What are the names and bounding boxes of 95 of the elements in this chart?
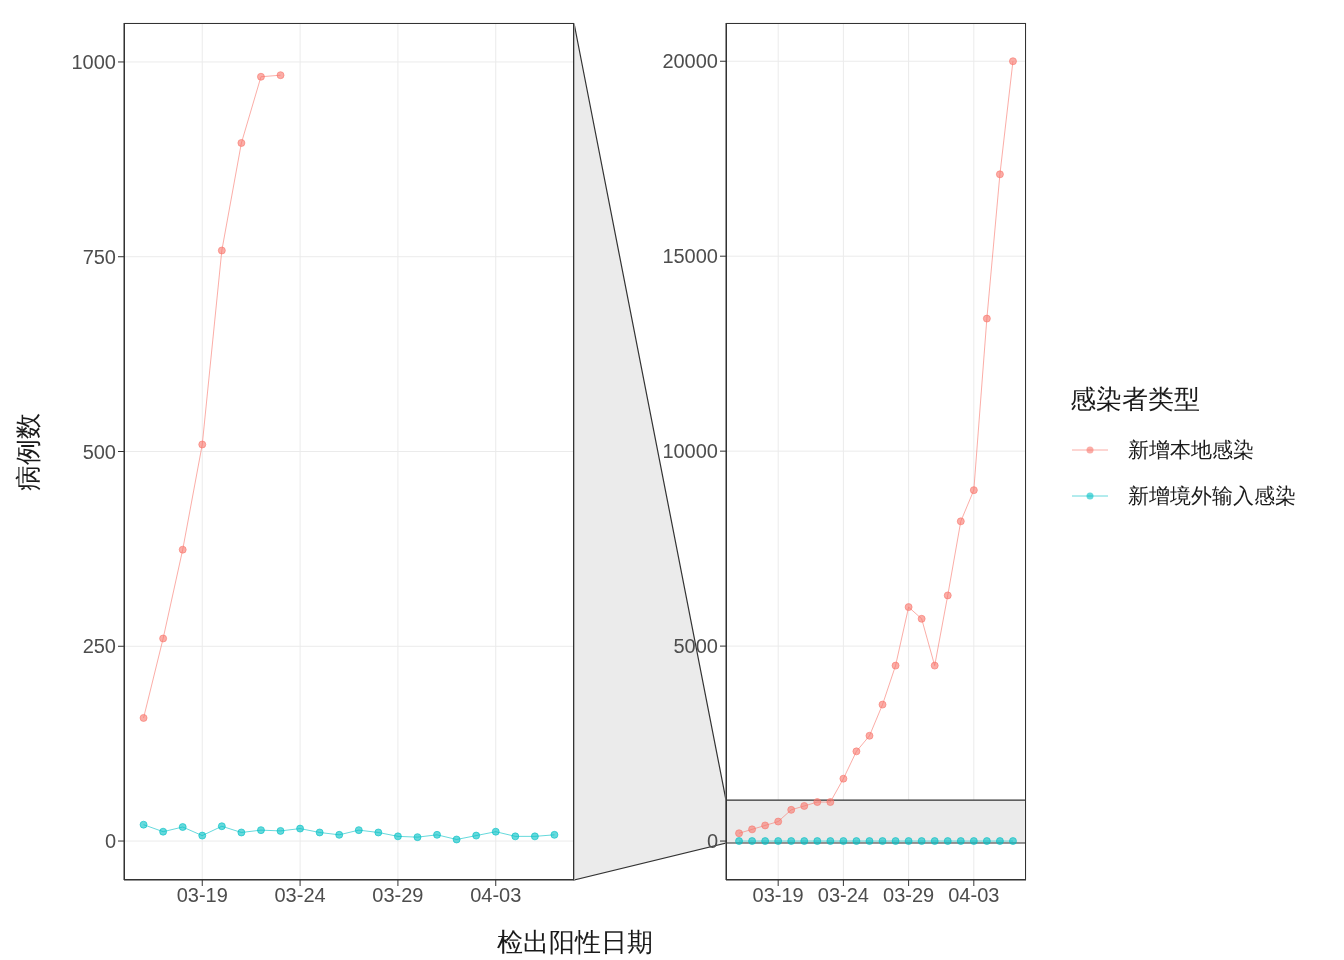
point <box>178 823 187 832</box>
point <box>735 829 744 838</box>
point <box>735 837 744 846</box>
point <box>865 731 874 740</box>
point <box>800 837 809 846</box>
point <box>982 837 991 846</box>
point <box>943 837 952 846</box>
point <box>296 824 305 833</box>
point <box>452 835 461 844</box>
point <box>433 830 442 839</box>
point <box>917 837 926 846</box>
point <box>774 837 783 846</box>
point <box>943 591 952 600</box>
point <box>969 486 978 495</box>
point <box>748 837 757 846</box>
point <box>393 832 402 841</box>
point <box>472 831 481 840</box>
x-tick-label: 04-03 <box>470 884 522 907</box>
point <box>139 820 148 829</box>
legend-label: 新增境外输入感染 <box>1128 482 1296 509</box>
point <box>237 828 246 837</box>
point <box>237 138 246 147</box>
point <box>761 821 770 830</box>
y-tick-label: 250 <box>82 635 116 658</box>
point <box>826 837 835 846</box>
point <box>335 830 344 839</box>
y-tick-label: 20000 <box>662 50 718 73</box>
point <box>852 747 861 756</box>
point <box>813 798 822 807</box>
point <box>530 832 539 841</box>
point <box>878 700 887 709</box>
point <box>891 661 900 670</box>
y-axis-title: 病例数 <box>11 412 44 491</box>
point <box>891 837 900 846</box>
point <box>198 831 207 840</box>
x-tick-label: 03-24 <box>274 884 326 907</box>
point <box>217 822 226 831</box>
y-tick-label: 15000 <box>662 245 718 268</box>
point <box>256 826 265 835</box>
point <box>839 774 848 783</box>
point <box>956 517 965 526</box>
y-tick-label: 1000 <box>71 51 116 74</box>
point <box>1008 57 1017 66</box>
point <box>774 817 783 826</box>
point <box>865 837 874 846</box>
point <box>826 798 835 807</box>
point <box>839 837 848 846</box>
point <box>969 837 978 846</box>
point <box>813 837 822 846</box>
point <box>995 837 1004 846</box>
point <box>159 827 168 836</box>
x-tick-label: 03-29 <box>883 884 935 907</box>
legend-label: 新增本地感染 <box>1128 436 1254 463</box>
point <box>904 837 913 846</box>
point <box>930 661 939 670</box>
point <box>550 830 559 839</box>
point <box>956 837 965 846</box>
x-axis-title: 检出阳性日期 <box>496 926 654 959</box>
point <box>354 826 363 835</box>
point <box>491 827 500 836</box>
point <box>800 801 809 810</box>
point <box>413 833 422 842</box>
point <box>904 603 913 612</box>
x-tick-label: 03-29 <box>372 884 424 907</box>
y-tick-label: 750 <box>82 245 116 268</box>
point <box>1008 837 1017 846</box>
point <box>139 713 148 722</box>
point <box>315 828 324 837</box>
x-tick-label: 04-03 <box>948 884 1000 907</box>
point <box>159 634 168 643</box>
point <box>761 837 770 846</box>
point <box>374 828 383 837</box>
point <box>217 246 226 255</box>
point <box>995 170 1004 179</box>
point <box>511 832 520 841</box>
point <box>852 837 861 846</box>
point <box>256 72 265 81</box>
point <box>276 826 285 835</box>
point <box>982 314 991 323</box>
legend-title: 感染者类型 <box>1070 382 1201 416</box>
point <box>930 837 939 846</box>
point <box>878 837 887 846</box>
x-tick-label: 03-24 <box>817 884 869 907</box>
y-tick-label: 10000 <box>662 440 718 463</box>
point <box>787 837 796 846</box>
point <box>276 71 285 80</box>
point <box>787 805 796 814</box>
x-tick-label: 03-19 <box>176 884 228 907</box>
y-tick-label: 500 <box>82 440 116 463</box>
point <box>748 825 757 834</box>
y-tick-label: 0 <box>104 830 116 853</box>
point <box>198 440 207 449</box>
x-tick-label: 03-19 <box>752 884 804 907</box>
point <box>917 614 926 623</box>
point <box>178 545 187 554</box>
